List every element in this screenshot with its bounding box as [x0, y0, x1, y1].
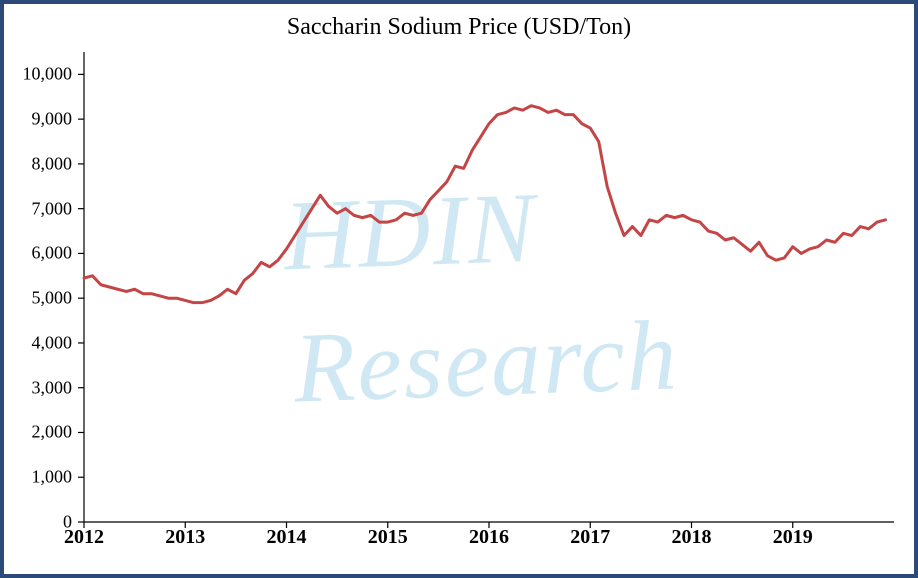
y-tick-label: 1,000 [4, 467, 72, 488]
chart-frame: Saccharin Sodium Price (USD/Ton) HDIN Re… [0, 0, 918, 578]
chart-title: Saccharin Sodium Price (USD/Ton) [4, 14, 914, 41]
y-tick-label: 8,000 [4, 153, 72, 174]
y-tick-label: 10,000 [4, 64, 72, 85]
x-tick-label: 2013 [165, 526, 205, 549]
y-tick-label: 5,000 [4, 288, 72, 309]
y-tick-label: 2,000 [4, 422, 72, 443]
y-tick-label: 3,000 [4, 377, 72, 398]
plot-svg [84, 52, 894, 522]
plot-area [84, 52, 894, 522]
x-tick-label: 2015 [368, 526, 408, 549]
x-tick-label: 2018 [672, 526, 712, 549]
y-tick-label: 4,000 [4, 332, 72, 353]
y-tick-label: 0 [4, 512, 72, 533]
x-tick-label: 2012 [64, 526, 104, 549]
x-tick-label: 2017 [570, 526, 610, 549]
x-tick-label: 2016 [469, 526, 509, 549]
x-tick-label: 2019 [773, 526, 813, 549]
y-tick-label: 9,000 [4, 109, 72, 130]
y-tick-label: 7,000 [4, 198, 72, 219]
price-series-line [84, 106, 886, 303]
y-tick-label: 6,000 [4, 243, 72, 264]
x-tick-label: 2014 [267, 526, 307, 549]
